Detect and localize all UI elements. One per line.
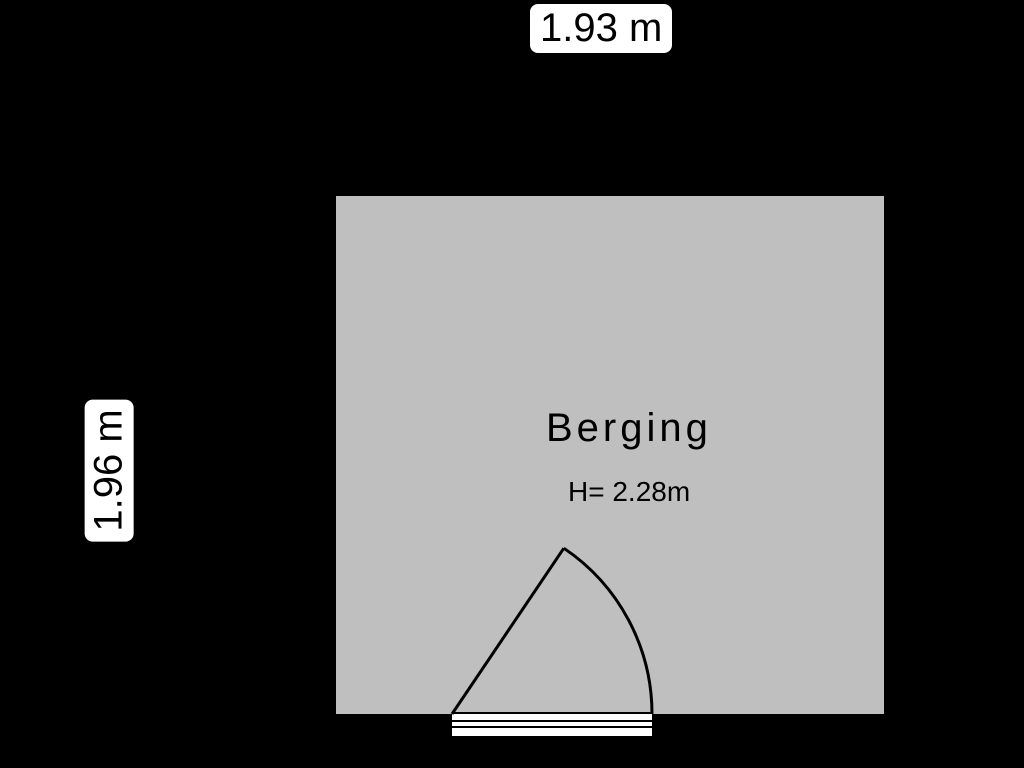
dim-left-tick-bottom: [90, 574, 124, 578]
room-berging: Berging H= 2.28m: [330, 190, 890, 720]
threshold-line-2: [452, 726, 652, 728]
dim-left-tick-top: [90, 392, 124, 396]
dim-top-label: 1.93 m: [530, 4, 672, 53]
room-name-label: Berging: [546, 406, 712, 451]
door-threshold: [452, 712, 652, 738]
threshold-line-1: [452, 720, 652, 722]
room-height-label: H= 2.28m: [568, 476, 690, 508]
dim-left-label: 1.96 m: [85, 399, 134, 541]
dim-top-tick-right: [720, 10, 724, 44]
dim-top-tick-left: [510, 10, 514, 44]
floor-plan-canvas: Berging H= 2.28m 1.93 m 1.96 m: [0, 0, 1024, 768]
